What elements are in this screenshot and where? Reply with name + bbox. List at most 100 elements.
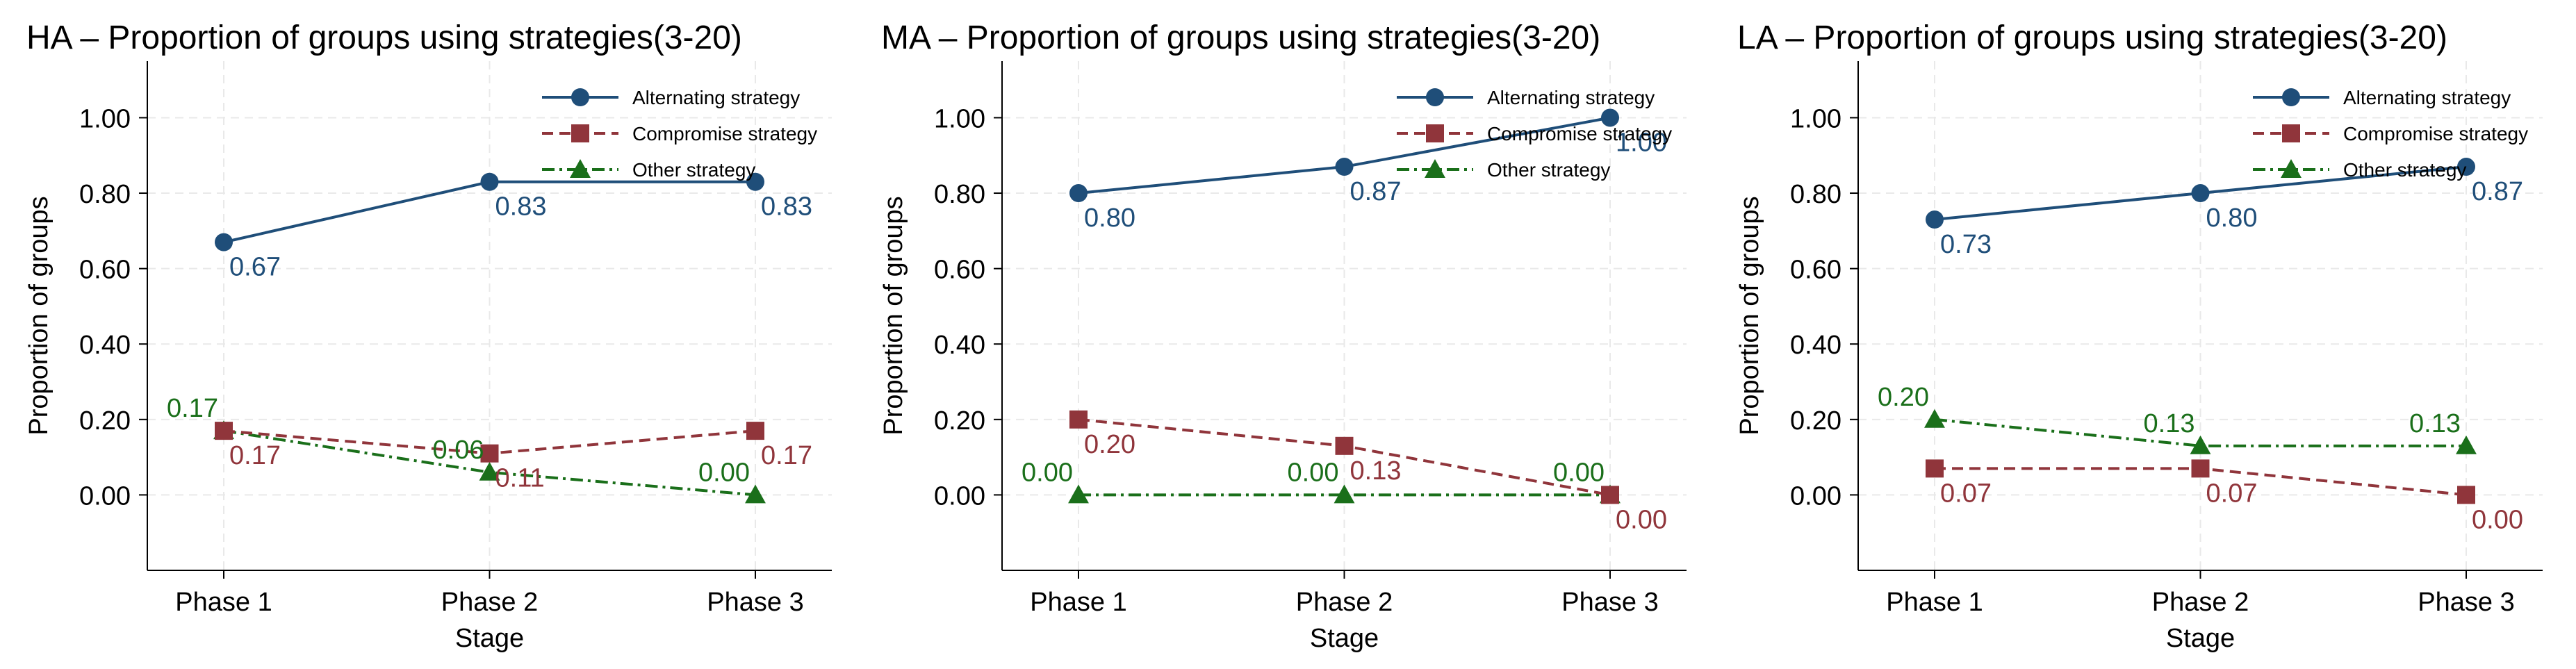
series-compromise: [215, 422, 764, 463]
legend-marker-alternating: [2282, 88, 2300, 106]
legend-label: Other strategy: [1487, 159, 1610, 181]
data-point-other: [745, 484, 766, 504]
x-tick-label: Phase 3: [1561, 588, 1658, 617]
data-point-compromise: [215, 422, 233, 440]
legend-label: Alternating strategy: [2343, 87, 2511, 108]
legend-marker-compromise: [571, 124, 589, 142]
legend-label: Compromise strategy: [2343, 123, 2528, 144]
y-tick-label: 0.40: [1790, 331, 1841, 360]
legend-label: Other strategy: [632, 159, 755, 181]
legend-label: Other strategy: [2343, 159, 2466, 181]
data-label-other: 0.00: [1288, 458, 1339, 487]
chart-title: LA – Proportion of groups using strategi…: [1737, 19, 2447, 56]
y-tick-label: 1.00: [79, 104, 131, 133]
legend-item-compromise: Compromise strategy: [542, 123, 817, 144]
data-label-compromise: 0.20: [1084, 430, 1135, 459]
y-tick-label: 0.00: [1790, 481, 1841, 511]
y-tick-label: 0.60: [934, 256, 985, 285]
x-tick-label: Phase 2: [441, 588, 538, 617]
y-tick-label: 0.40: [934, 331, 985, 360]
x-tick-label: Phase 1: [1886, 588, 1983, 617]
data-label-alternating: 0.67: [229, 253, 281, 282]
data-label-alternating: 0.80: [2206, 204, 2258, 233]
legend-label: Alternating strategy: [1487, 87, 1655, 108]
y-tick-label: 0.40: [79, 331, 131, 360]
gridlines: [1858, 61, 2543, 570]
data-point-other: [1334, 484, 1355, 504]
data-point-compromise: [1926, 459, 1944, 478]
y-axis-title: Proportion of groups: [1735, 196, 1764, 435]
legend-item-compromise: Compromise strategy: [1397, 123, 1672, 144]
legend-label: Compromise strategy: [1487, 123, 1672, 144]
legend-item-other: Other strategy: [2253, 159, 2466, 181]
legend-marker-alternating: [571, 88, 589, 106]
series-alternating: [1926, 158, 2475, 229]
data-label-other: 0.13: [2409, 409, 2461, 438]
data-label-alternating: 0.80: [1084, 204, 1135, 233]
data-label-compromise: 0.17: [229, 441, 281, 470]
data-label-compromise: 0.07: [1940, 479, 1992, 508]
data-point-alternating: [2457, 158, 2475, 176]
y-tick-label: 1.00: [934, 104, 985, 133]
data-label-other: 0.00: [1553, 458, 1605, 487]
legend-item-alternating: Alternating strategy: [1397, 87, 1655, 108]
x-axis-title: Stage: [455, 624, 524, 653]
data-label-other: 0.20: [1878, 383, 1929, 412]
chart-title: MA – Proportion of groups using strategi…: [881, 19, 1600, 56]
series-line-other: [1934, 418, 2466, 447]
x-tick-label: Phase 2: [2152, 588, 2249, 617]
gridlines: [147, 61, 832, 570]
data-label-compromise: 0.07: [2206, 479, 2258, 508]
data-point-other: [1068, 484, 1089, 504]
data-point-alternating: [1926, 210, 1944, 229]
data-label-compromise: 0.11: [495, 464, 545, 493]
y-tick-label: 0.60: [1790, 256, 1841, 285]
data-label-compromise: 0.00: [2472, 505, 2523, 534]
data-label-other: 0.06: [433, 436, 484, 465]
x-axis-title: Stage: [1310, 624, 1379, 653]
data-label-other: 0.00: [1022, 458, 1073, 487]
y-tick-label: 0.20: [79, 406, 131, 436]
x-tick-label: Phase 2: [1296, 588, 1393, 617]
chart-panel-la: LA – Proportion of groups using strategi…: [1735, 19, 2543, 653]
data-point-alternating: [746, 172, 764, 191]
data-point-alternating: [215, 233, 233, 251]
legend-marker-other: [1425, 159, 1445, 178]
legend-label: Alternating strategy: [632, 87, 800, 108]
legend-item-alternating: Alternating strategy: [2253, 87, 2511, 108]
data-label-compromise: 0.00: [1616, 505, 1667, 534]
y-tick-label: 0.20: [934, 406, 985, 436]
series-other: [1924, 408, 2477, 454]
x-tick-label: Phase 1: [175, 588, 272, 617]
legend: Alternating strategy Compromise strategy O…: [542, 87, 817, 181]
y-axis-title: Proportion of groups: [879, 196, 908, 435]
series-other: [1068, 484, 1621, 504]
y-tick-label: 0.80: [934, 180, 985, 209]
legend-item-other: Other strategy: [542, 159, 755, 181]
data-point-compromise: [1335, 436, 1354, 455]
y-tick-label: 0.20: [1790, 406, 1841, 436]
y-axis-title: Proportion of groups: [24, 196, 54, 435]
data-label-other: 0.17: [167, 394, 218, 423]
data-point-compromise: [1601, 486, 1619, 504]
data-point-other: [2190, 435, 2211, 454]
chart-panel-ma: MA – Proportion of groups using strategi…: [879, 19, 1687, 653]
series-compromise: [1926, 459, 2475, 504]
data-point-alternating: [480, 172, 499, 191]
data-label-other: 0.13: [2144, 409, 2195, 438]
data-point-compromise: [2191, 459, 2210, 478]
legend-marker-compromise: [1426, 124, 1444, 142]
data-label-alternating: 1.00: [1616, 128, 1667, 157]
legend: Alternating strategy Compromise strategy O…: [1397, 87, 1672, 181]
chart-panel-ha: HA – Proportion of groups using strategi…: [24, 19, 832, 653]
legend-marker-alternating: [1426, 88, 1444, 106]
legend-item-other: Other strategy: [1397, 159, 1610, 181]
y-tick-label: 0.80: [1790, 180, 1841, 209]
x-tick-label: Phase 3: [2418, 588, 2514, 617]
x-tick-label: Phase 1: [1030, 588, 1126, 617]
series-compromise: [1069, 410, 1619, 504]
data-point-other: [479, 461, 500, 481]
chart-title: HA – Proportion of groups using strategi…: [26, 19, 742, 56]
data-point-compromise: [746, 422, 764, 440]
